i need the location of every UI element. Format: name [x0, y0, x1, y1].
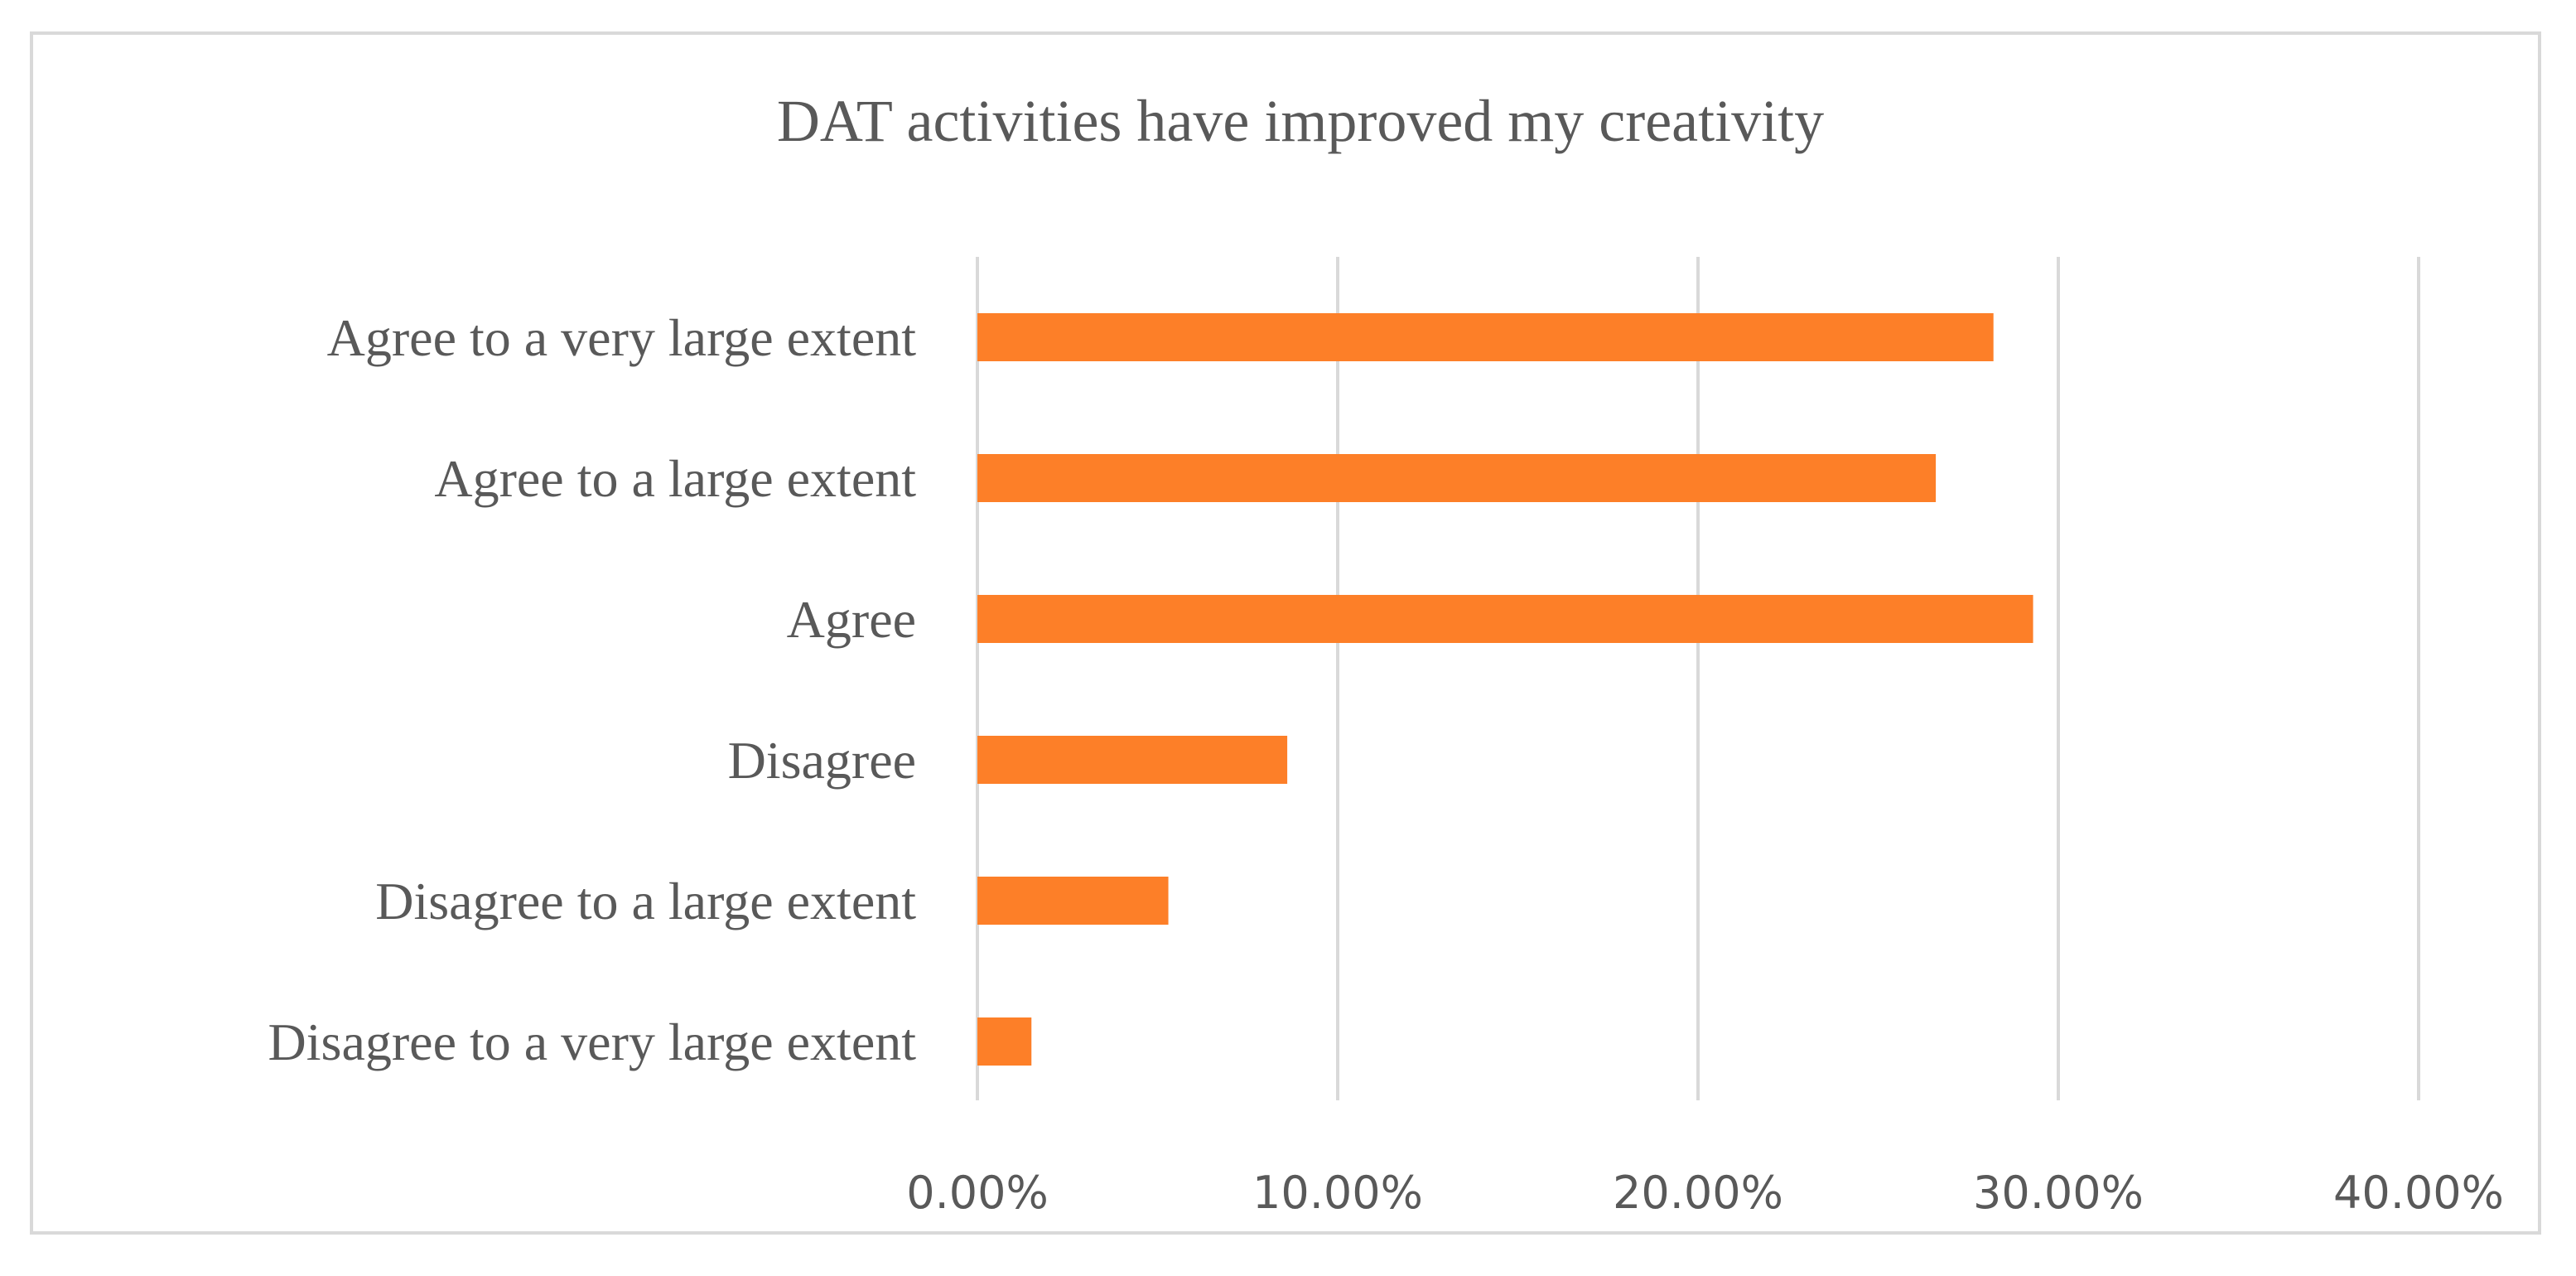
- x-axis-tick-labels: 0.00% 10.00% 20.00% 30.00% 40.00%: [906, 1167, 2504, 1219]
- bar: [977, 877, 1169, 925]
- x-tick-label: 40.00%: [2333, 1167, 2504, 1219]
- bar: [977, 313, 1994, 361]
- chart-frame: DAT activities have improved my creativi…: [30, 31, 2541, 1235]
- bar: [977, 1017, 1032, 1066]
- category-label: Agree to a very large extent: [327, 308, 917, 367]
- bar: [977, 454, 1937, 502]
- x-tick-label: 0.00%: [906, 1167, 1049, 1219]
- category-label: Agree to a large extent: [434, 449, 916, 508]
- chart-title: DAT activities have improved my creativi…: [777, 88, 1824, 154]
- bars: [977, 313, 2033, 1066]
- bar-chart: DAT activities have improved my creativi…: [268, 88, 2504, 1219]
- x-tick-label: 20.00%: [1613, 1167, 1783, 1219]
- category-label: Disagree: [728, 731, 916, 790]
- x-tick-label: 10.00%: [1252, 1167, 1423, 1219]
- bar: [977, 595, 2033, 643]
- bar: [977, 736, 1288, 784]
- category-labels: Agree to a very large extent Agree to a l…: [268, 308, 917, 1071]
- gridlines: [976, 257, 2420, 1100]
- category-label: Disagree to a large extent: [375, 872, 916, 930]
- category-label: Agree: [787, 590, 916, 649]
- category-label: Disagree to a very large extent: [268, 1013, 917, 1071]
- x-tick-label: 30.00%: [1973, 1167, 2144, 1219]
